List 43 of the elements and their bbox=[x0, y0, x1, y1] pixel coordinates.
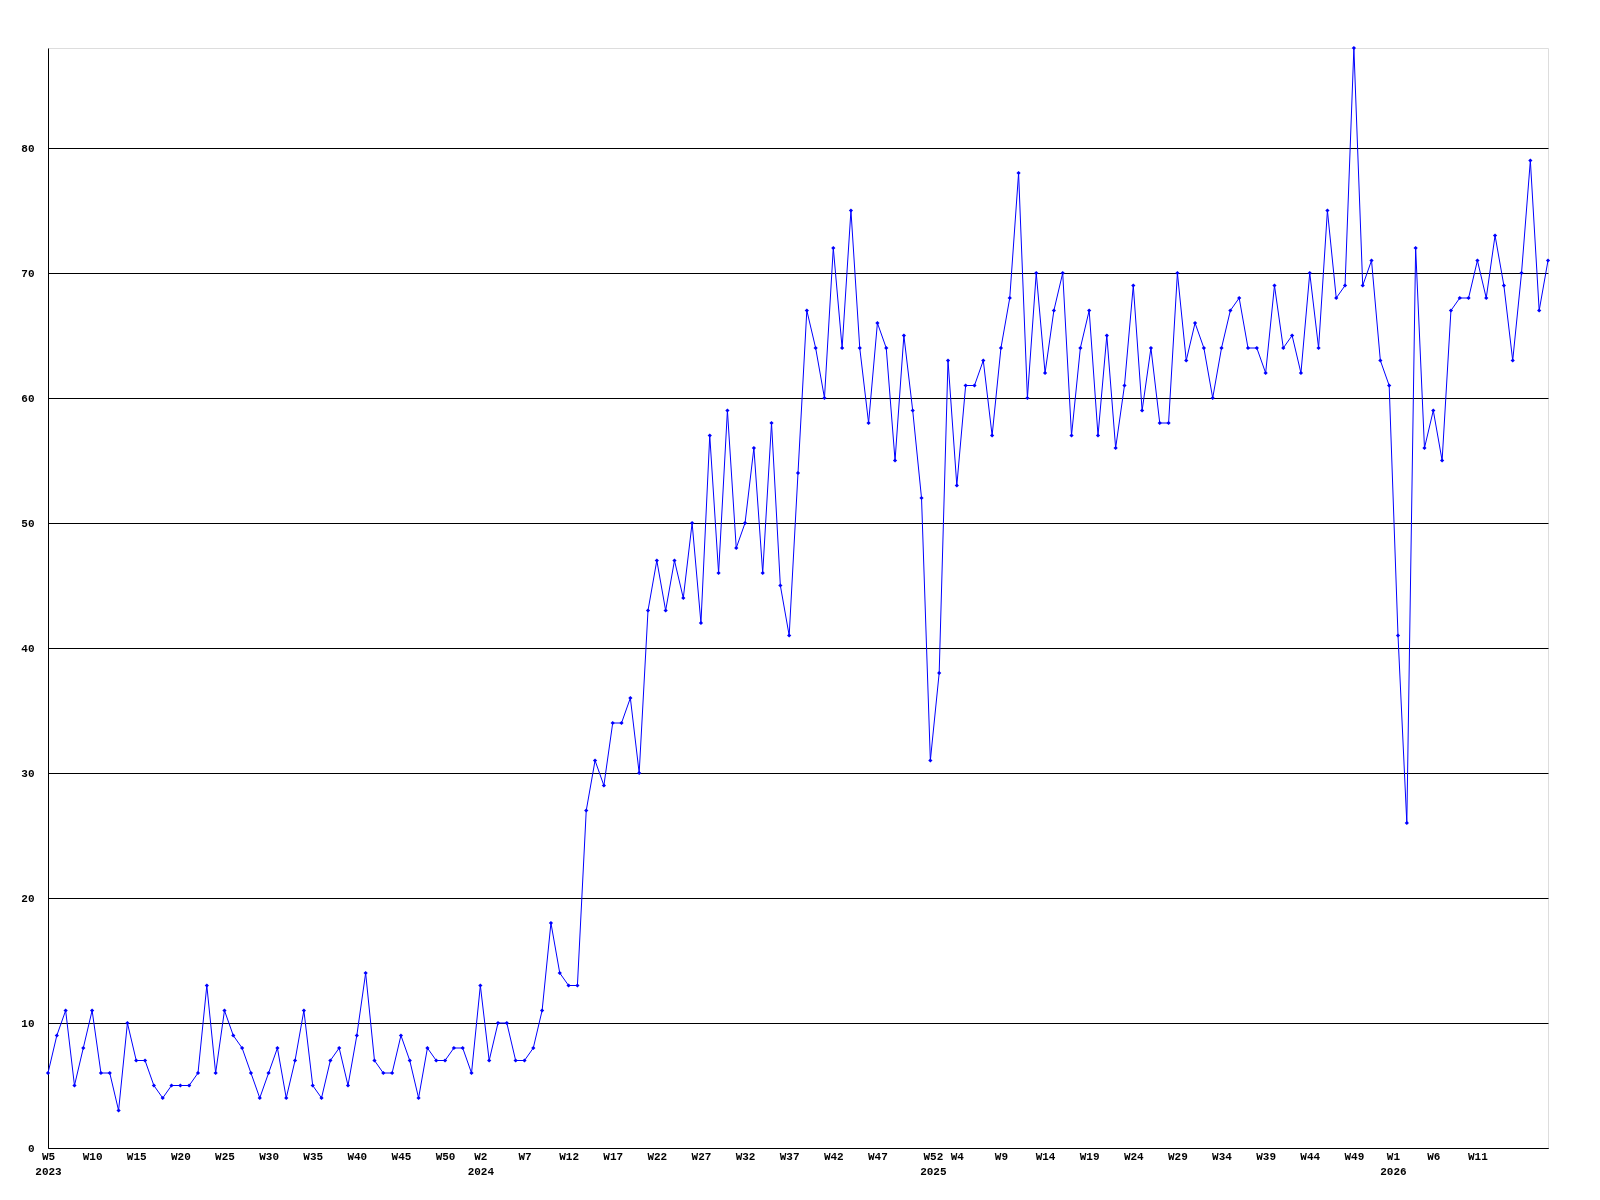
x-tick-label: W30 bbox=[259, 1150, 279, 1163]
y-tick-label: 50 bbox=[21, 517, 35, 530]
x-tick-label: W22 bbox=[647, 1150, 668, 1163]
x-tick-label: W11 bbox=[1468, 1150, 1489, 1163]
x-tick-label: W20 bbox=[170, 1150, 191, 1163]
x-tick-label: W24 bbox=[1123, 1150, 1145, 1163]
x-tick-label: W15 bbox=[126, 1150, 148, 1163]
x-tick-label: W10 bbox=[82, 1150, 103, 1163]
y-tick-label: 80 bbox=[21, 142, 35, 155]
x-tick-label: W52 2025 bbox=[920, 1150, 947, 1178]
y-tick-label: 0 bbox=[27, 1142, 35, 1155]
x-tick-label: W5 2023 bbox=[35, 1150, 63, 1178]
x-tick-label: W42 bbox=[823, 1150, 844, 1163]
y-tick-label: 10 bbox=[21, 1017, 35, 1030]
x-tick-label: W14 bbox=[1035, 1150, 1056, 1163]
x-tick-label: W29 bbox=[1168, 1150, 1188, 1163]
x-tick-label: W49 bbox=[1344, 1150, 1365, 1163]
x-tick-label: W32 bbox=[735, 1150, 756, 1163]
y-tick-label: 70 bbox=[21, 267, 35, 280]
x-tick-label: W4 bbox=[950, 1150, 965, 1163]
x-tick-label: W27 bbox=[691, 1150, 712, 1163]
x-tick-label: W17 bbox=[603, 1150, 624, 1163]
y-tick-label: 60 bbox=[21, 392, 35, 405]
x-tick-label: W6 bbox=[1427, 1150, 1441, 1163]
x-tick-label: W39 bbox=[1256, 1150, 1277, 1163]
x-tick-label: W40 bbox=[347, 1150, 368, 1163]
x-tick-label: W2 2024 bbox=[467, 1150, 495, 1178]
x-tick-label: W19 bbox=[1079, 1150, 1100, 1163]
x-tick-label: W12 bbox=[559, 1150, 579, 1163]
y-tick-label: 40 bbox=[21, 642, 35, 655]
x-tick-label: W50 bbox=[435, 1150, 456, 1163]
x-tick-label: W25 bbox=[215, 1150, 236, 1163]
x-tick-label: W37 bbox=[779, 1150, 800, 1163]
x-tick-label: W1 2026 bbox=[1380, 1150, 1407, 1178]
y-tick-label: 20 bbox=[21, 892, 35, 905]
x-tick-label: W9 bbox=[994, 1150, 1009, 1163]
x-tick-label: W34 bbox=[1212, 1150, 1233, 1163]
x-tick-label: W35 bbox=[303, 1150, 324, 1163]
y-tick-label: 30 bbox=[21, 767, 35, 780]
x-tick-label: W45 bbox=[391, 1150, 412, 1163]
x-tick-label: W44 bbox=[1300, 1150, 1321, 1163]
x-tick-label: W47 bbox=[868, 1150, 888, 1163]
x-tick-label: W7 bbox=[518, 1150, 532, 1163]
